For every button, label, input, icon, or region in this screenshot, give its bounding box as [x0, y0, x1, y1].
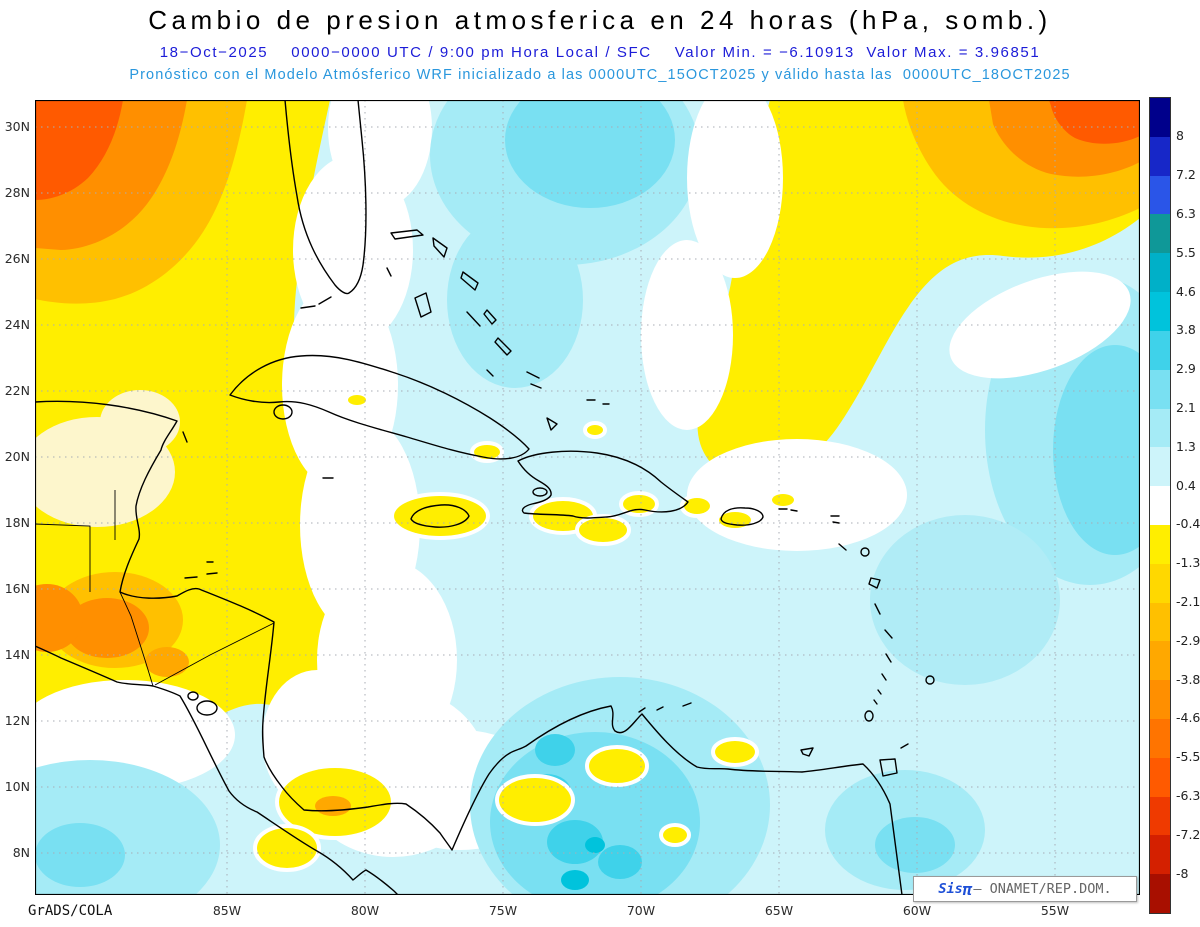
- lon-tick-label: 70W: [626, 903, 656, 918]
- colorbar-segment: [1150, 486, 1170, 525]
- colorbar-segment: [1150, 253, 1170, 293]
- colorbar-segment: [1150, 874, 1170, 914]
- colorbar-tick-label: -4.6: [1176, 710, 1200, 726]
- colorbar-segment: [1150, 796, 1170, 836]
- colorbar-tick-label: -6.3: [1176, 788, 1200, 804]
- colorbar-tick-label: 8: [1176, 128, 1184, 144]
- colorbar-segment: [1150, 369, 1170, 409]
- lat-tick-label: 8N: [12, 845, 30, 860]
- lat-tick-label: 20N: [4, 449, 30, 464]
- colorbar-tick-label: -7.2: [1176, 826, 1200, 842]
- lat-tick-label: 28N: [4, 185, 30, 200]
- lat-tick-label: 30N: [4, 119, 30, 134]
- colorbar-tick-label: -1.3: [1176, 555, 1200, 571]
- badge-org: – ONAMET/REP.DOM.: [973, 881, 1112, 897]
- lat-tick-label: 18N: [4, 515, 30, 530]
- colorbar-tick-label: -8: [1176, 865, 1189, 881]
- colorbar-segment: [1150, 641, 1170, 681]
- colorbar-tick-label: 3.8: [1176, 322, 1196, 338]
- colorbar-tick-label: 7.2: [1176, 167, 1196, 183]
- colorbar-segment: [1150, 408, 1170, 448]
- lon-tick-label: 85W: [212, 903, 242, 918]
- colorbar-segment: [1150, 292, 1170, 331]
- lat-tick-label: 16N: [4, 581, 30, 596]
- subtitle-model-info: Pronóstico con el Modelo Atmósferico WRF…: [129, 67, 1071, 83]
- contour-negative-spots: [253, 391, 798, 872]
- lon-tick-label: 65W: [764, 903, 794, 918]
- lon-tick-label: 55W: [1040, 903, 1070, 918]
- colorbar-tick-label: -2.9: [1176, 632, 1200, 648]
- grads-credit: GrADS/COLA: [28, 903, 113, 919]
- pressure-change-contour-map: [35, 100, 1140, 895]
- colorbar-segment: [1150, 835, 1170, 875]
- lat-tick-label: 14N: [4, 647, 30, 662]
- map-frame: [35, 100, 1140, 895]
- colorbar-tick-label: -2.1: [1176, 594, 1200, 610]
- lat-tick-label: 26N: [4, 251, 30, 266]
- lat-tick-label: 12N: [4, 713, 30, 728]
- colorbar-tick-label: 1.3: [1176, 438, 1196, 454]
- lon-tick-label: 75W: [488, 903, 518, 918]
- colorbar: [1149, 97, 1171, 914]
- colorbar-tick-label: -3.8: [1176, 671, 1200, 687]
- badge-brand: Sis: [938, 881, 963, 897]
- colorbar-segment: [1150, 136, 1170, 176]
- colorbar-segment: [1150, 719, 1170, 758]
- contour-zero-band-west: [35, 100, 548, 857]
- colorbar-tick-label: 2.9: [1176, 361, 1196, 377]
- subtitle-datetime: 18−Oct−2025 0000−0000 UTC / 9:00 pm Hora…: [159, 44, 1041, 61]
- lat-tick-label: 10N: [4, 779, 30, 794]
- colorbar-segment: [1150, 447, 1170, 487]
- colorbar-tick-label: 6.3: [1176, 205, 1196, 221]
- page-title: Cambio de presion atmosferica en 24 hora…: [148, 5, 1052, 35]
- onamet-badge: Sis π – ONAMET/REP.DOM.: [913, 876, 1137, 902]
- colorbar-tick-label: -5.5: [1176, 749, 1200, 765]
- colorbar-segment: [1150, 214, 1170, 254]
- coastlines: [35, 100, 935, 895]
- colorbar-segment: [1150, 98, 1170, 137]
- lon-tick-label: 60W: [902, 903, 932, 918]
- colorbar-segment: [1150, 563, 1170, 603]
- colorbar-tick-label: 4.6: [1176, 283, 1196, 299]
- lon-tick-label: 80W: [350, 903, 380, 918]
- colorbar-segment: [1150, 330, 1170, 370]
- map-canvas: [35, 100, 1140, 895]
- colorbar-tick-label: 5.5: [1176, 244, 1196, 260]
- colorbar-segment: [1150, 602, 1170, 642]
- contour-negative-regions: [35, 100, 1140, 754]
- lat-tick-label: 22N: [4, 383, 30, 398]
- colorbar-segment: [1150, 175, 1170, 215]
- colorbar-segment: [1150, 680, 1170, 719]
- lat-tick-label: 24N: [4, 317, 30, 332]
- colorbar-segment: [1150, 524, 1170, 564]
- colorbar-tick-label: -0.4: [1176, 516, 1200, 532]
- colorbar-tick-label: 0.4: [1176, 477, 1196, 493]
- badge-pi-logo: π: [962, 879, 973, 899]
- colorbar-tick-label: 2.1: [1176, 399, 1196, 415]
- country-borders: [35, 490, 275, 687]
- colorbar-segment: [1150, 757, 1170, 797]
- grid-lines: [35, 100, 1140, 895]
